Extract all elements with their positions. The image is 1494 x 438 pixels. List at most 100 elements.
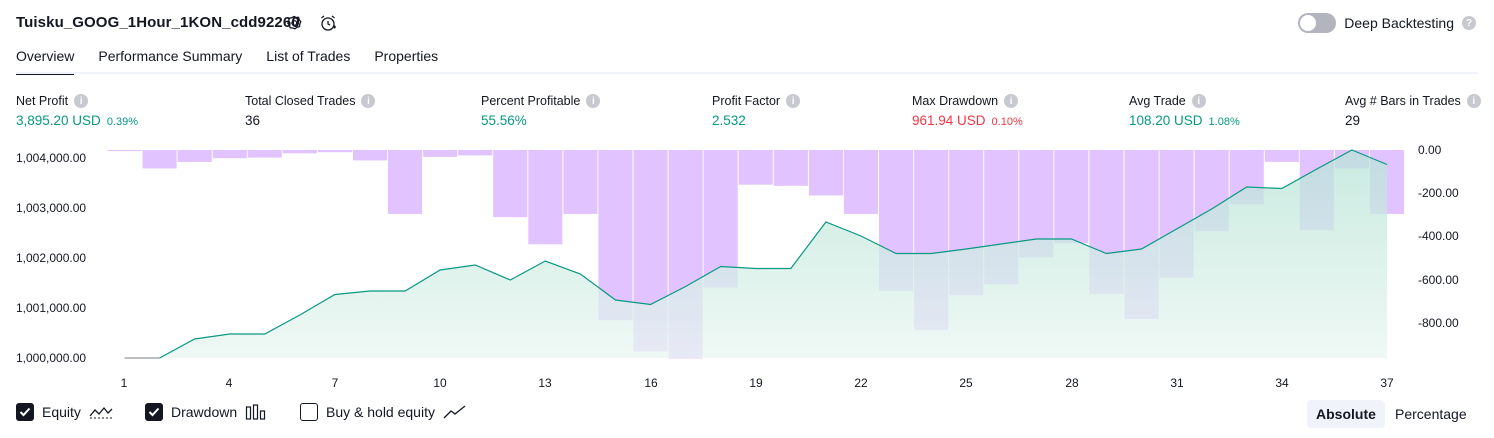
settings-icon[interactable] — [284, 13, 304, 33]
drawdown-bar — [563, 150, 598, 214]
x-axis-tick: 22 — [854, 376, 868, 390]
drawdown-bar — [984, 150, 1019, 285]
x-axis-tick: 1 — [120, 376, 128, 390]
equity-axis-tick: 1,000,000.00 — [16, 351, 87, 365]
drawdown-bar — [142, 150, 177, 169]
legend-buy-hold-label: Buy & hold equity — [326, 404, 435, 420]
metric-value: 2.532 — [712, 113, 746, 128]
drawdown-bar — [633, 150, 668, 352]
drawdown-bar — [1264, 150, 1299, 162]
x-axis-tick: 7 — [331, 376, 339, 390]
metric-percent: 1.08% — [1208, 116, 1240, 128]
info-icon[interactable]: i — [74, 94, 89, 108]
legend-drawdown-label: Drawdown — [171, 404, 238, 420]
drawdown-bar — [773, 150, 808, 186]
metric-percent: 0.10% — [991, 116, 1023, 128]
drawdown-bar — [458, 150, 493, 156]
metric-profit-factor: Profit Factor i 2.532 — [712, 94, 801, 128]
drawdown-axis-tick: -600.00 — [1418, 273, 1459, 287]
drawdown-bar — [843, 150, 878, 214]
drawdown-bar — [388, 150, 423, 214]
x-axis-tick: 4 — [225, 376, 233, 390]
drawdown-bar — [493, 150, 528, 218]
equity-line — [159, 149, 1388, 359]
drawdown-bar — [1159, 150, 1194, 278]
drawdown-checkbox[interactable] — [145, 403, 163, 421]
x-axis-tick: 10 — [433, 376, 447, 390]
deep-backtesting-toggle[interactable] — [1298, 13, 1337, 33]
drawdown-bar — [879, 150, 914, 291]
drawdown-bar — [949, 150, 984, 296]
legend-buy-hold-toggle[interactable]: Buy & hold equity — [300, 403, 467, 421]
drawdown-bar — [107, 150, 142, 152]
drawdown-bar — [1194, 150, 1229, 232]
x-axis-tick: 28 — [1065, 376, 1079, 390]
info-icon[interactable]: i — [586, 94, 601, 108]
metric-value: 36 — [245, 113, 261, 128]
x-axis-tick: 25 — [959, 376, 973, 390]
drawdown-bar — [353, 150, 388, 161]
drawdown-bar — [317, 150, 352, 153]
metric-label: Net Profit — [16, 94, 69, 108]
info-icon[interactable]: i — [1466, 94, 1481, 108]
drawdown-bar — [212, 150, 247, 159]
x-axis-tick: 34 — [1275, 376, 1289, 390]
info-icon[interactable]: i — [1191, 94, 1206, 108]
equity-axis-tick: 1,002,000.00 — [16, 251, 87, 265]
metric-value: 961.94 USD — [912, 113, 986, 128]
drawdown-bar — [914, 150, 949, 330]
tab-performance-summary[interactable]: Performance Summary — [98, 48, 243, 64]
drawdown-bar — [1229, 150, 1264, 205]
alert-clock-icon[interactable] — [318, 13, 338, 33]
x-axis-tick: 19 — [749, 376, 763, 390]
legend-equity-label: Equity — [42, 404, 81, 420]
metric-avg-bars-in-trades: Avg # Bars in Trades i 29 — [1345, 94, 1481, 128]
drawdown-axis-tick: -200.00 — [1418, 186, 1459, 200]
tab-bar: Overview Performance Summary List of Tra… — [16, 48, 438, 75]
x-axis-tick: 37 — [1380, 376, 1394, 390]
metric-label: Avg # Bars in Trades — [1345, 94, 1461, 108]
percentage-button[interactable]: Percentage — [1395, 406, 1467, 422]
metric-percent-profitable: Percent Profitable i 55.56% — [481, 94, 601, 128]
metric-percent: 0.39% — [106, 116, 139, 128]
metric-value: 108.20 USD — [1129, 113, 1203, 128]
drawdown-bar — [1019, 150, 1054, 258]
metric-label: Avg Trade — [1129, 94, 1186, 108]
deep-backtesting-control: Deep Backtesting ? — [1298, 13, 1476, 33]
drawdown-bar — [1370, 150, 1405, 214]
legend-equity-toggle[interactable]: Equity — [16, 403, 113, 421]
tabs-divider — [16, 72, 1478, 74]
drawdown-bar — [282, 150, 317, 154]
help-icon[interactable]: ? — [1462, 16, 1476, 30]
drawdown-bar — [247, 150, 282, 158]
metric-value: 3,895.20 USD — [16, 113, 101, 128]
equity-checkbox[interactable] — [16, 403, 34, 421]
drawdown-bar — [703, 150, 738, 288]
strategy-title: Tuisku_GOOG_1Hour_1KON_cdd92260 — [16, 14, 300, 31]
buy-hold-checkbox[interactable] — [300, 403, 318, 421]
x-axis-tick: 13 — [538, 376, 552, 390]
drawdown-bar — [528, 150, 563, 245]
tab-properties[interactable]: Properties — [374, 48, 439, 64]
drawdown-bar — [598, 150, 633, 321]
tab-list-of-trades[interactable]: List of Trades — [266, 48, 351, 64]
tab-overview[interactable]: Overview — [16, 48, 75, 75]
equity-axis-tick: 1,004,000.00 — [16, 151, 87, 165]
metric-value: 55.56% — [481, 113, 527, 128]
equity-axis-tick: 1,001,000.00 — [16, 301, 87, 315]
metric-net-profit: Net Profit i 3,895.20 USD 0.39% — [16, 94, 138, 128]
deep-backtesting-label: Deep Backtesting — [1344, 15, 1454, 31]
metric-avg-trade: Avg Trade i 108.20 USD 1.08% — [1129, 94, 1240, 128]
drawdown-axis-tick: 0.00 — [1418, 143, 1442, 157]
metric-value: 29 — [1345, 113, 1361, 128]
x-axis-tick: 16 — [644, 376, 658, 390]
equity-line-icon — [89, 406, 113, 419]
drawdown-axis-tick: -800.00 — [1418, 316, 1459, 330]
legend-drawdown-toggle[interactable]: Drawdown — [145, 403, 267, 421]
drawdown-bar — [1054, 150, 1089, 244]
info-icon[interactable]: i — [361, 94, 376, 108]
info-icon[interactable]: i — [1004, 94, 1019, 108]
info-icon[interactable]: i — [786, 94, 801, 108]
absolute-button[interactable]: Absolute — [1307, 400, 1385, 428]
trend-line-icon — [443, 405, 466, 419]
